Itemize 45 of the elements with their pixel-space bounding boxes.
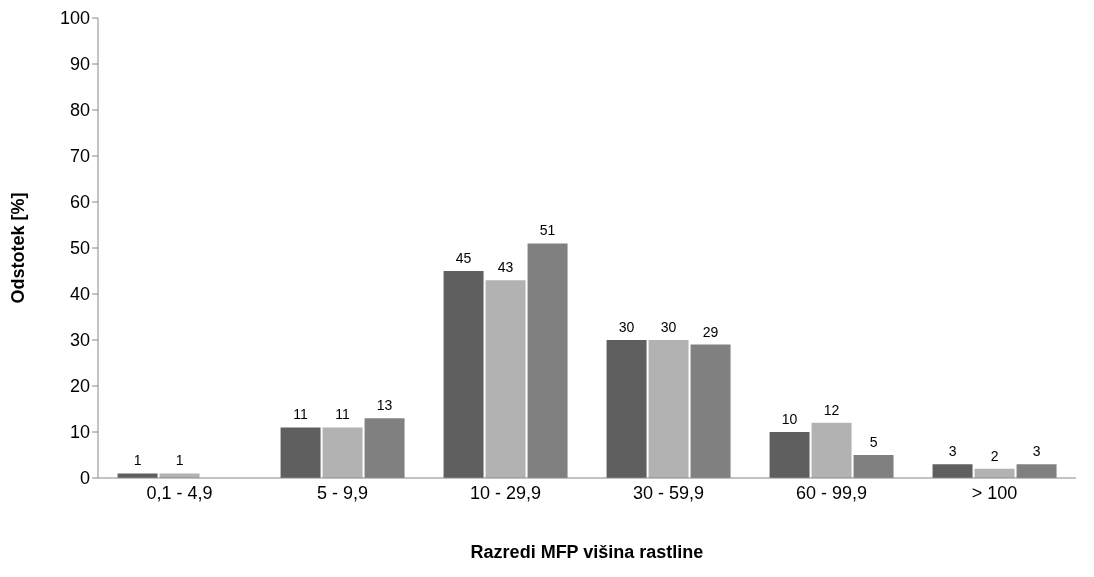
data-label: 3 [1032, 443, 1041, 460]
bar [322, 427, 363, 478]
x-axis-title: Razredi MFP višina rastline [470, 542, 704, 562]
data-label: 29 [702, 323, 719, 340]
data-label: 1 [175, 452, 184, 469]
bar [606, 340, 647, 478]
bar [280, 427, 321, 478]
y-axis-title: Odstotek [%] [8, 192, 29, 304]
data-label: 1 [133, 452, 142, 469]
data-label: 11 [335, 406, 351, 423]
x-tick-label: > 100 [971, 482, 1018, 503]
data-label: 43 [497, 259, 514, 276]
y-tick-label: 100 [59, 8, 90, 29]
y-tick-label: 0 [79, 468, 90, 489]
y-tick-label: 90 [69, 54, 90, 75]
bar [811, 422, 852, 478]
y-tick-label: 20 [69, 376, 90, 397]
data-label: 2 [990, 447, 999, 464]
data-label: 11 [293, 406, 309, 423]
data-label: 30 [660, 319, 677, 335]
y-tick-label: 80 [69, 100, 90, 121]
bar [648, 340, 689, 478]
y-tick-label: 60 [69, 192, 90, 213]
y-tick-label: 50 [69, 238, 90, 259]
data-label: 3 [948, 443, 957, 460]
x-tick-label: 10 - 29,9 [469, 482, 542, 503]
data-label: 30 [618, 319, 635, 335]
y-tick-label: 70 [69, 146, 90, 167]
x-tick-label: 30 - 59,9 [632, 482, 705, 503]
bar [485, 280, 526, 478]
data-label: 13 [376, 397, 393, 414]
data-label: 5 [869, 434, 878, 450]
data-label: 45 [455, 250, 472, 266]
x-tick-label: 0,1 - 4,9 [146, 482, 213, 503]
y-tick-label: 30 [69, 330, 90, 351]
bar [443, 271, 484, 478]
data-label: 12 [823, 401, 840, 418]
bar [932, 464, 973, 478]
y-tick-label: 10 [69, 422, 90, 443]
y-tick-label: 40 [69, 284, 90, 305]
x-tick-label: 5 - 9,9 [316, 482, 369, 503]
x-tick-label: 60 - 99,9 [795, 482, 868, 503]
bar [769, 432, 810, 478]
data-label: 10 [781, 411, 798, 427]
data-label: 51 [539, 222, 556, 239]
